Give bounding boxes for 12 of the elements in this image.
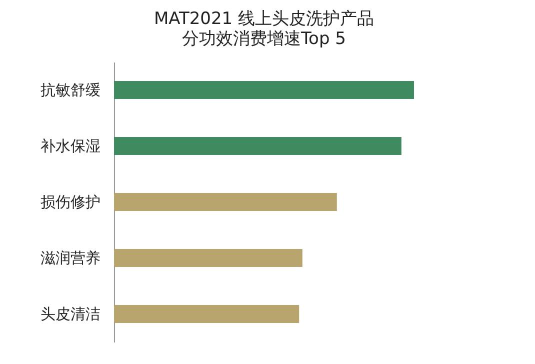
bar [114, 193, 337, 211]
y-tick-label: 头皮清洁 [40, 305, 100, 323]
bar [114, 137, 402, 155]
y-tick-label: 补水保湿 [40, 137, 100, 155]
y-tick-label: 损伤修护 [40, 193, 100, 211]
bar [114, 305, 300, 323]
bar [114, 81, 414, 99]
chart-title: MAT2021 线上头皮洗护产品 [154, 9, 374, 29]
bar [114, 249, 302, 267]
y-tick-label: 滋润营养 [40, 249, 100, 267]
chart-subtitle: 分功效消费增速Top 5 [182, 29, 346, 49]
y-tick-label: 抗敏舒缓 [40, 81, 100, 99]
